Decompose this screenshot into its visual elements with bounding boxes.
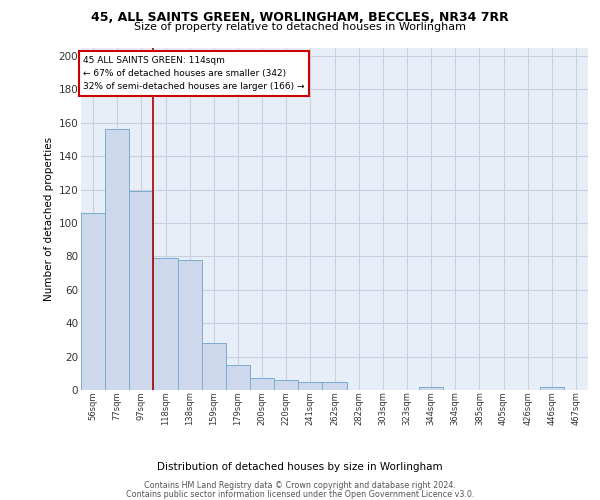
Text: 45, ALL SAINTS GREEN, WORLINGHAM, BECCLES, NR34 7RR: 45, ALL SAINTS GREEN, WORLINGHAM, BECCLE… bbox=[91, 11, 509, 24]
Bar bbox=[202, 343, 226, 390]
Text: 45 ALL SAINTS GREEN: 114sqm
← 67% of detached houses are smaller (342)
32% of se: 45 ALL SAINTS GREEN: 114sqm ← 67% of det… bbox=[83, 56, 305, 92]
Y-axis label: Number of detached properties: Number of detached properties bbox=[44, 136, 55, 301]
Bar bbox=[250, 378, 274, 390]
Bar bbox=[178, 260, 202, 390]
Bar bbox=[105, 130, 129, 390]
Bar bbox=[274, 380, 298, 390]
Bar bbox=[129, 191, 154, 390]
Bar bbox=[322, 382, 347, 390]
Bar bbox=[226, 365, 250, 390]
Bar bbox=[81, 213, 105, 390]
Text: Distribution of detached houses by size in Worlingham: Distribution of detached houses by size … bbox=[157, 462, 443, 472]
Text: Contains public sector information licensed under the Open Government Licence v3: Contains public sector information licen… bbox=[126, 490, 474, 499]
Bar bbox=[419, 386, 443, 390]
Bar bbox=[298, 382, 322, 390]
Bar bbox=[154, 258, 178, 390]
Bar bbox=[540, 386, 564, 390]
Text: Contains HM Land Registry data © Crown copyright and database right 2024.: Contains HM Land Registry data © Crown c… bbox=[144, 481, 456, 490]
Text: Size of property relative to detached houses in Worlingham: Size of property relative to detached ho… bbox=[134, 22, 466, 32]
